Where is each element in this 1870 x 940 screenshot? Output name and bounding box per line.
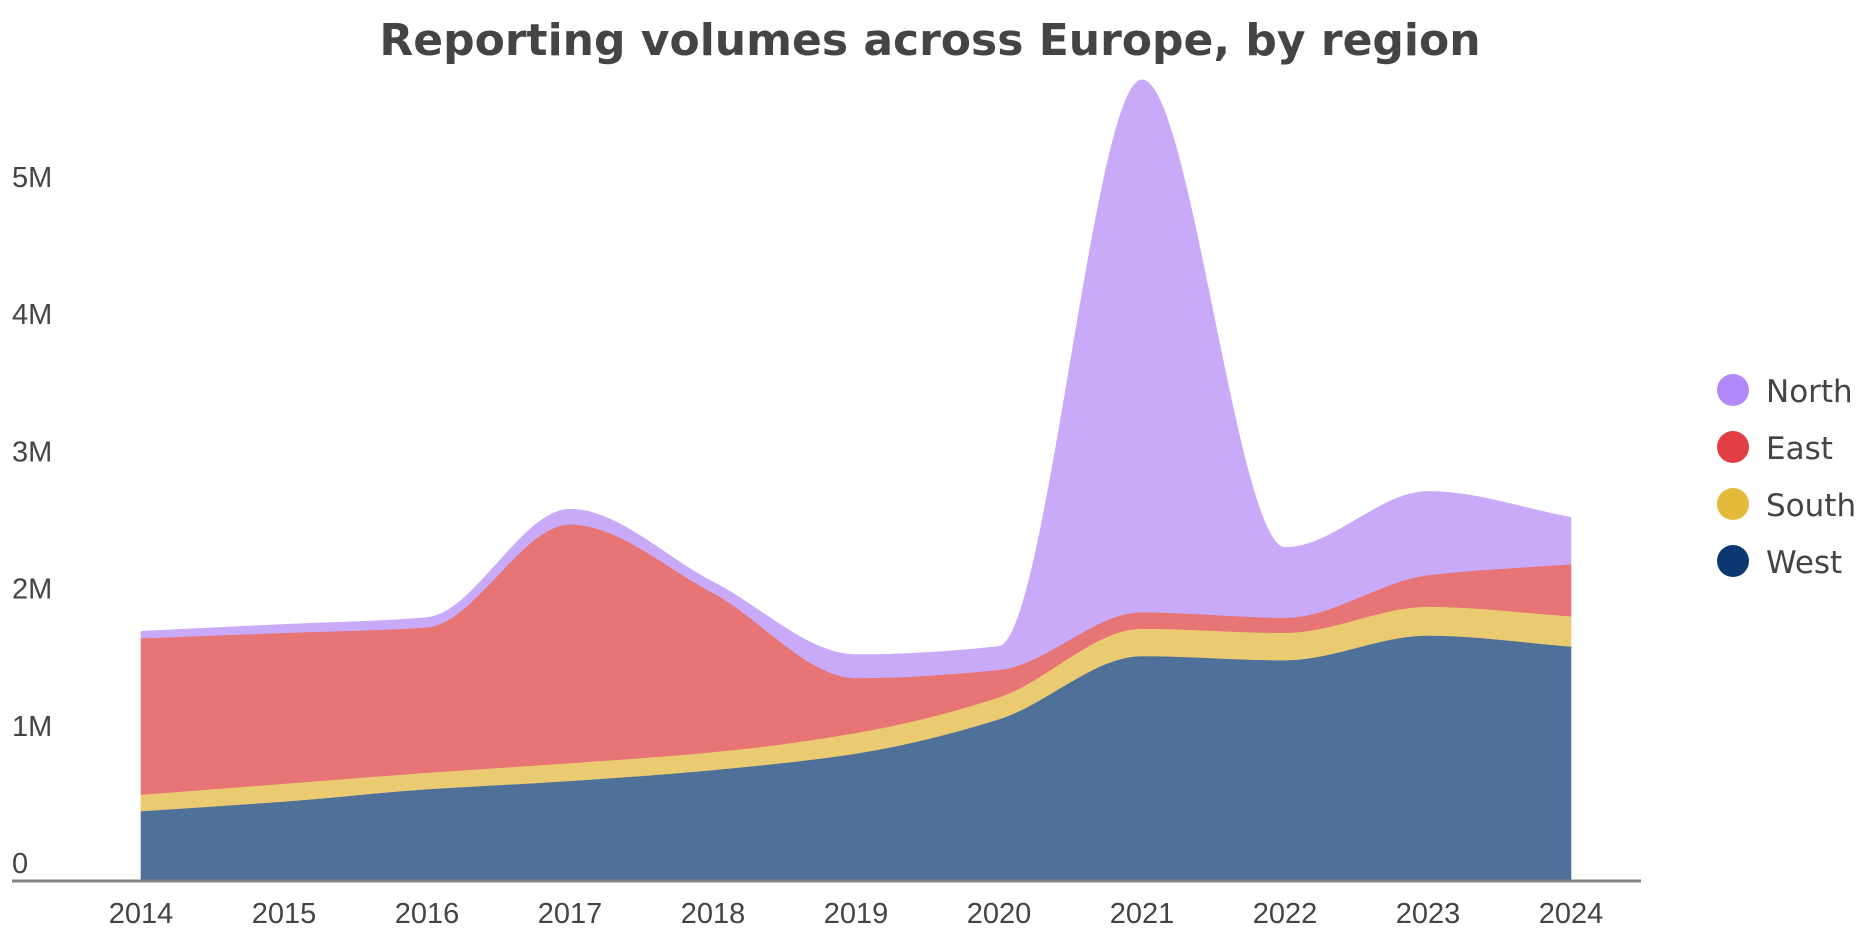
x-tick-label: 2017: [538, 898, 603, 930]
y-tick-label: 4M: [12, 299, 52, 331]
x-tick-label: 2016: [395, 898, 460, 930]
legend-item-north[interactable]: North: [1717, 374, 1853, 410]
area-north: [140, 79, 1572, 679]
x-tick-label: 2015: [252, 898, 317, 930]
x-axis-tick-labels: 2014 2015 2016 2017 2018 2019 2020 2021 2022 2023…: [109, 898, 1604, 930]
x-tick-label: 2021: [1110, 898, 1175, 930]
y-tick-label: 0: [12, 848, 28, 880]
x-tick-label: 2023: [1396, 898, 1461, 930]
legend-label: South: [1766, 488, 1856, 524]
legend-label: North: [1766, 374, 1853, 410]
legend-item-west[interactable]: West: [1717, 545, 1842, 581]
legend-label: East: [1766, 431, 1833, 467]
y-tick-label: 1M: [12, 711, 52, 743]
legend-swatch: [1717, 431, 1749, 463]
x-tick-label: 2019: [824, 898, 889, 930]
chart-title: Reporting volumes across Europe, by regi…: [379, 15, 1480, 66]
legend: North East South West: [1717, 374, 1856, 581]
legend-item-south[interactable]: South: [1717, 488, 1856, 524]
y-axis-tick-labels: 0 1M 2M 3M 4M 5M: [12, 162, 52, 880]
legend-item-east[interactable]: East: [1717, 431, 1833, 467]
x-tick-label: 2018: [681, 898, 746, 930]
y-tick-label: 5M: [12, 162, 52, 194]
x-tick-label: 2022: [1253, 898, 1318, 930]
x-tick-label: 2014: [109, 898, 174, 930]
y-tick-label: 3M: [12, 436, 52, 468]
legend-label: West: [1766, 545, 1842, 581]
area-layers: [140, 79, 1572, 882]
y-tick-label: 2M: [12, 574, 52, 606]
legend-swatch: [1717, 545, 1749, 577]
legend-swatch: [1717, 374, 1749, 406]
legend-swatch: [1717, 488, 1749, 520]
x-tick-label: 2024: [1539, 898, 1604, 930]
x-tick-label: 2020: [967, 898, 1032, 930]
